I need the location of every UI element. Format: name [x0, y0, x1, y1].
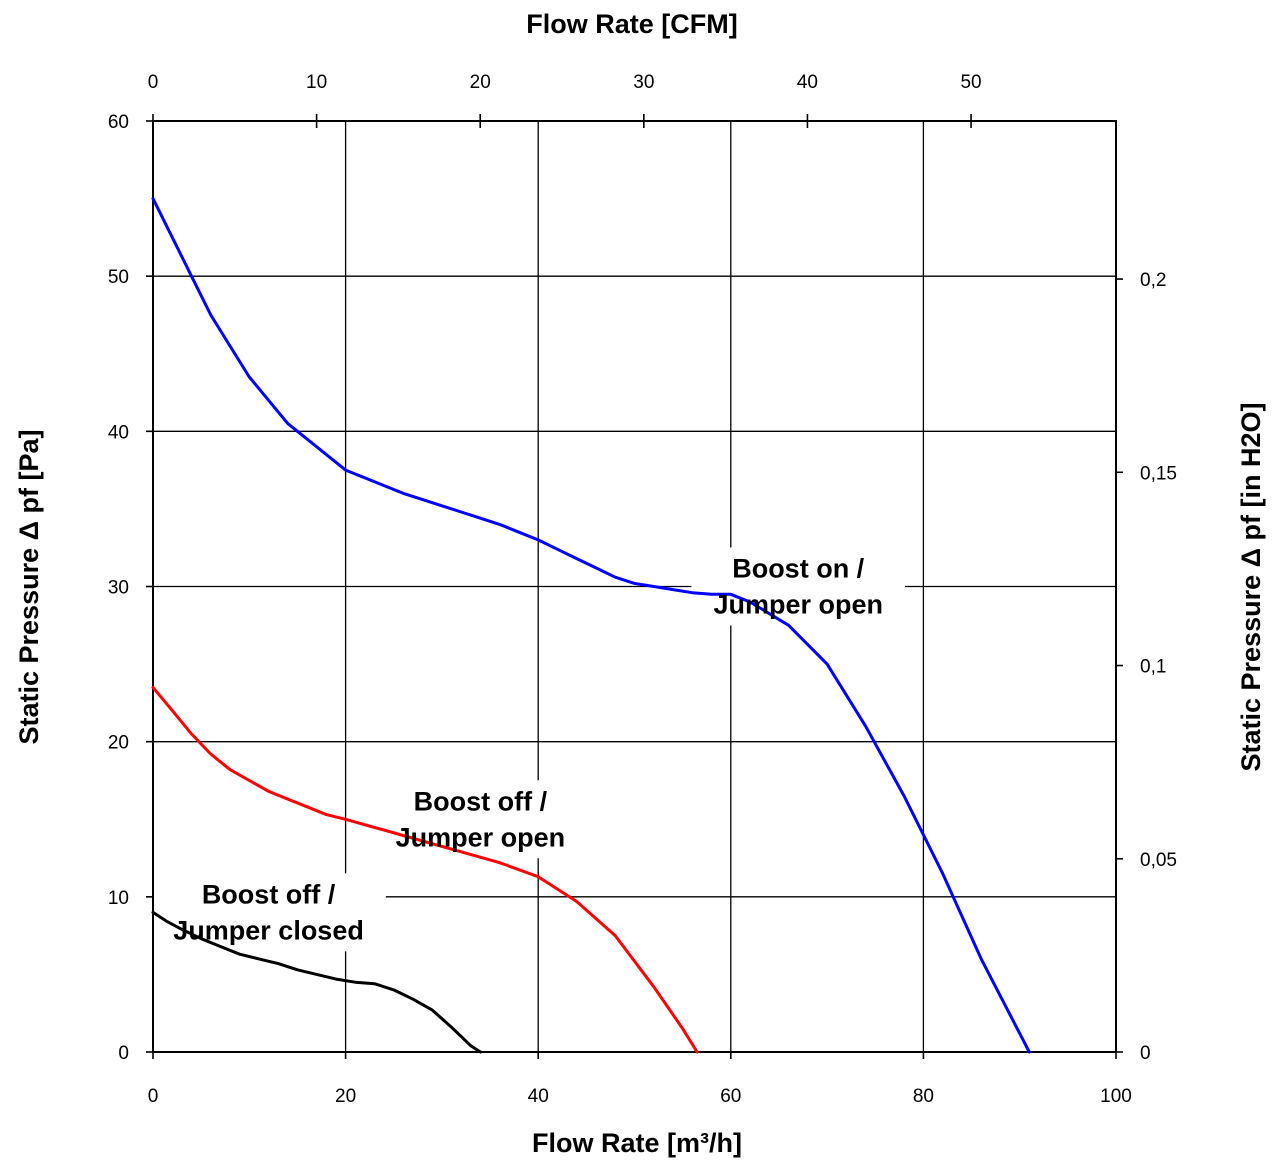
- y2-tick-label-4: 0,2: [1140, 270, 1166, 291]
- x2-tick-label-1: 10: [306, 72, 327, 93]
- annotation-bg-1: [373, 780, 588, 859]
- label-backgrounds: [151, 547, 905, 952]
- y-tick-label-1: 10: [108, 888, 129, 909]
- x2-tick-label-0: 0: [148, 72, 159, 93]
- x-tick-label-3: 60: [720, 1086, 741, 1107]
- annotation-2-line-1: Jumper closed: [173, 915, 364, 945]
- annotation-2-line-0: Boost off /: [202, 879, 336, 909]
- annotation-bg-2: [151, 873, 386, 952]
- annotation-2: Boost off / Jumper closed: [173, 879, 364, 945]
- y2-tick-label-3: 0,15: [1140, 463, 1177, 484]
- y-tick-label-0: 0: [118, 1043, 129, 1064]
- x-tick-label-0: 0: [148, 1086, 159, 1107]
- x-tick-label-2: 40: [528, 1086, 549, 1107]
- y2-tick-label-0: 0: [1140, 1043, 1151, 1064]
- series-line-1: [151, 685, 699, 1054]
- y-axis-title: Static Pressure Δ pf [Pa]: [14, 429, 44, 744]
- axis-ticks: [146, 114, 1123, 1059]
- annotations: Boost on / Jumper open Boost off / Jumper o…: [173, 554, 883, 946]
- y2-tick-label-1: 0,05: [1140, 850, 1177, 871]
- x-tick-label-5: 100: [1100, 1086, 1132, 1107]
- annotation-0: Boost on / Jumper open: [713, 554, 883, 620]
- y2-axis-title: Static Pressure Δ pf [in H2O]: [1236, 403, 1266, 772]
- annotation-0-line-1: Jumper open: [713, 590, 883, 620]
- series-line-0: [151, 197, 1031, 1054]
- y2-tick-label-2: 0,1: [1140, 657, 1166, 678]
- annotation-1: Boost off / Jumper open: [396, 786, 566, 852]
- x2-tick-label-5: 50: [960, 72, 981, 93]
- x-tick-label-1: 20: [335, 1086, 356, 1107]
- annotation-0-line-0: Boost on /: [732, 554, 864, 584]
- x2-tick-label-2: 20: [470, 72, 491, 93]
- x2-tick-label-4: 40: [797, 72, 818, 93]
- annotation-1-line-0: Boost off /: [414, 786, 548, 816]
- x2-tick-label-3: 30: [633, 72, 654, 93]
- x-axis-title: Flow Rate [m³/h]: [532, 1128, 742, 1158]
- series-lines: [151, 197, 1031, 1054]
- annotation-1-line-1: Jumper open: [396, 822, 566, 852]
- y-tick-label-4: 40: [108, 422, 129, 443]
- y-tick-label-2: 20: [108, 733, 129, 754]
- tick-labels: 0 20 40 60 80 100 0 10 20 30 40 50 60 0 10 20 30 40 50 0 0,0…: [108, 72, 1177, 1107]
- series-line-2: [151, 910, 482, 1054]
- annotation-bg-0: [691, 547, 905, 626]
- y-tick-label-5: 50: [108, 267, 129, 288]
- y-tick-label-3: 30: [108, 578, 129, 599]
- x2-axis-title: Flow Rate [CFM]: [526, 9, 737, 39]
- y-tick-label-6: 60: [108, 112, 129, 133]
- x-tick-label-4: 80: [913, 1086, 934, 1107]
